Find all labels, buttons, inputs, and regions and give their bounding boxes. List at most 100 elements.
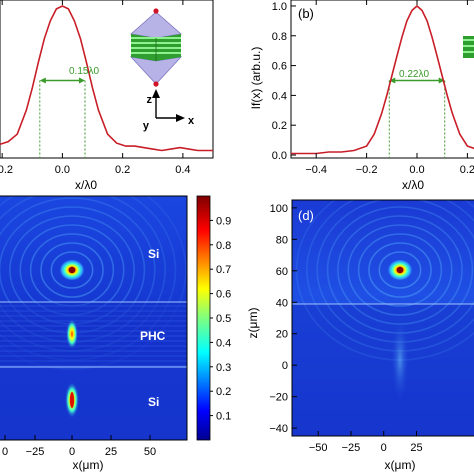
y-tick-label: 1.0 [272, 1, 287, 13]
region-label-phc: PHC [140, 329, 166, 343]
panel-d-wavefront-ring [368, 242, 432, 298]
panel-a-data-point [56, 8, 57, 10]
colorbar-tick-label: 0.2 [216, 386, 231, 398]
panel-a-data-point [125, 145, 127, 147]
panel-a-data-point [161, 150, 163, 151]
panel-a-series-line [0, 5, 213, 152]
panel-d-wavefront-ring [378, 251, 422, 289]
panel-b-annotation: 0.22λ0 [399, 69, 429, 80]
focus-core-si-top [68, 266, 76, 274]
panel-b-data-point [406, 20, 408, 22]
panel-b-data-point [416, 5, 418, 7]
panel-a-fwhm [39, 77, 86, 158]
panel-d-wavefront-ring [357, 233, 443, 307]
panel-a-data-point [43, 38, 45, 40]
panel-a-data-point [107, 133, 108, 135]
pc-cone-inset: z y x [129, 8, 195, 132]
panel-c: Si PHC Si 0 −25 0 25 50 x(μm) 0.90.80.70.60.… [0, 195, 231, 472]
x-tick-label: 0.2 [460, 164, 474, 176]
panel-c-frame [0, 195, 188, 441]
panel-a: −0.2 0.0 0.2 0.4 0.15λ0 x/λ0 z y x [0, 0, 214, 192]
panel-c-xlabel: x(μm) [73, 458, 104, 472]
colorbar-ticks: 0.9 0.8 0.7 0.6 0.5 0.4 0.3 0.2 0.1 [210, 215, 231, 423]
y-tick-label: 0.0 [272, 150, 287, 162]
panel-b-data-point [421, 10, 423, 11]
panel-b-frame [290, 0, 474, 159]
y-tick-label: 40 [276, 297, 288, 309]
panel-d-beam-cone [391, 318, 409, 402]
colorbar-tick-label: 0.9 [216, 215, 231, 227]
region-label-si-bottom: Si [148, 395, 159, 409]
colorbar: 0.9 0.8 0.7 0.6 0.5 0.4 0.3 0.2 0.1 [196, 195, 231, 441]
panel-b-data-point [391, 75, 393, 77]
panel-d-focus-core [396, 266, 404, 274]
panel-b-fwhm [388, 77, 446, 158]
y-tick-label: 0.2 [272, 120, 287, 132]
panel-b-data-point [373, 133, 375, 135]
y-tick-label: 0.4 [272, 90, 287, 102]
panel-a-annotation: 0.15λ0 [69, 66, 99, 77]
panel-b-data-point [441, 75, 443, 77]
panel-b-data-point [291, 153, 292, 154]
panel-a-data-point [116, 142, 117, 144]
panel-a-data-point [152, 148, 154, 150]
panel-c-wavefront-ring [40, 242, 104, 298]
panel-a-data-point [7, 141, 9, 143]
panel-a-xlabel: x/λ0 [75, 178, 97, 192]
panel-b-data-point [303, 153, 304, 154]
fwhm-arrowhead-left [389, 77, 396, 84]
panel-a-data-point [68, 8, 69, 10]
x-tick-label: 0.0 [409, 164, 424, 176]
colorbar-tick-label: 0.7 [216, 264, 231, 276]
panel-b-data-point [386, 95, 388, 96]
panel-b: −0.4 −0.2 0.0 0.2 0.0 0.2 0.4 0.6 0.8 1.0 (b) 0.2… [249, 0, 474, 192]
panel-d: −50 −25 0 25 100 80 60 40 20 0 −20 −40 (d) x(μm) z(… [246, 199, 474, 472]
panel-a-ticks: −0.2 0.0 0.2 0.4 [0, 0, 191, 176]
panel-a-data-point [212, 150, 213, 151]
x-tick-label: 0.0 [55, 164, 70, 176]
panel-a-data-point [16, 133, 18, 135]
panel-b-data-point [426, 20, 428, 22]
colorbar-tick-label: 0.4 [216, 337, 231, 349]
y-tick-label: 0.8 [272, 31, 287, 43]
panel-a-data-point [49, 20, 51, 22]
panel-b-ticks: −0.4 −0.2 0.0 0.2 0.0 0.2 0.4 0.6 0.8 1.0 [272, 0, 474, 176]
panel-b-data-point [451, 112, 453, 114]
y-tick-label: 0 [282, 360, 288, 372]
panel-b-xlabel: x/λ0 [402, 178, 424, 192]
panel-b-series-line [291, 4, 474, 155]
x-tick-label: 0.4 [175, 164, 190, 176]
pc-slab [131, 34, 181, 61]
y-tick-label: 20 [276, 329, 288, 341]
panel-a-data-point [143, 147, 145, 149]
panel-a-data-point [92, 87, 93, 89]
x-tick-label: −25 [342, 442, 361, 454]
fwhm-arrowhead-left [39, 77, 46, 84]
x-tick-label: −25 [26, 446, 45, 458]
panel-d-field [292, 200, 474, 436]
y-tick-label: 0.6 [272, 61, 287, 73]
pc-inset-partial [463, 36, 474, 58]
panel-c-field: Si PHC Si [0, 196, 187, 440]
panel-b-data-point [436, 56, 438, 57]
panel-a-data-point [86, 62, 87, 63]
panel-d-ylabel: z(μm) [246, 308, 260, 339]
x-tick-label: 0 [381, 442, 387, 454]
panel-b-data-point [431, 36, 433, 38]
panel-d-frame [291, 199, 474, 437]
colorbar-tick-label: 0.8 [216, 240, 231, 252]
panel-a-curve [0, 5, 213, 152]
focus-si-bottom-core [69, 392, 75, 408]
panel-a-data-point [62, 5, 63, 7]
panel-a-data-point [134, 145, 136, 147]
x-tick-label: −0.2 [0, 164, 13, 176]
panel-c-ticks: 0 −25 0 25 50 [2, 435, 156, 458]
panel-a-data-point [31, 87, 33, 89]
panel-b-data-point [396, 56, 398, 57]
panel-a-frame [0, 0, 214, 159]
panel-b-data-point [411, 10, 413, 11]
focus-phc [66, 319, 78, 349]
inset-axis-y: y [143, 120, 150, 132]
panel-b-curve [291, 4, 474, 155]
